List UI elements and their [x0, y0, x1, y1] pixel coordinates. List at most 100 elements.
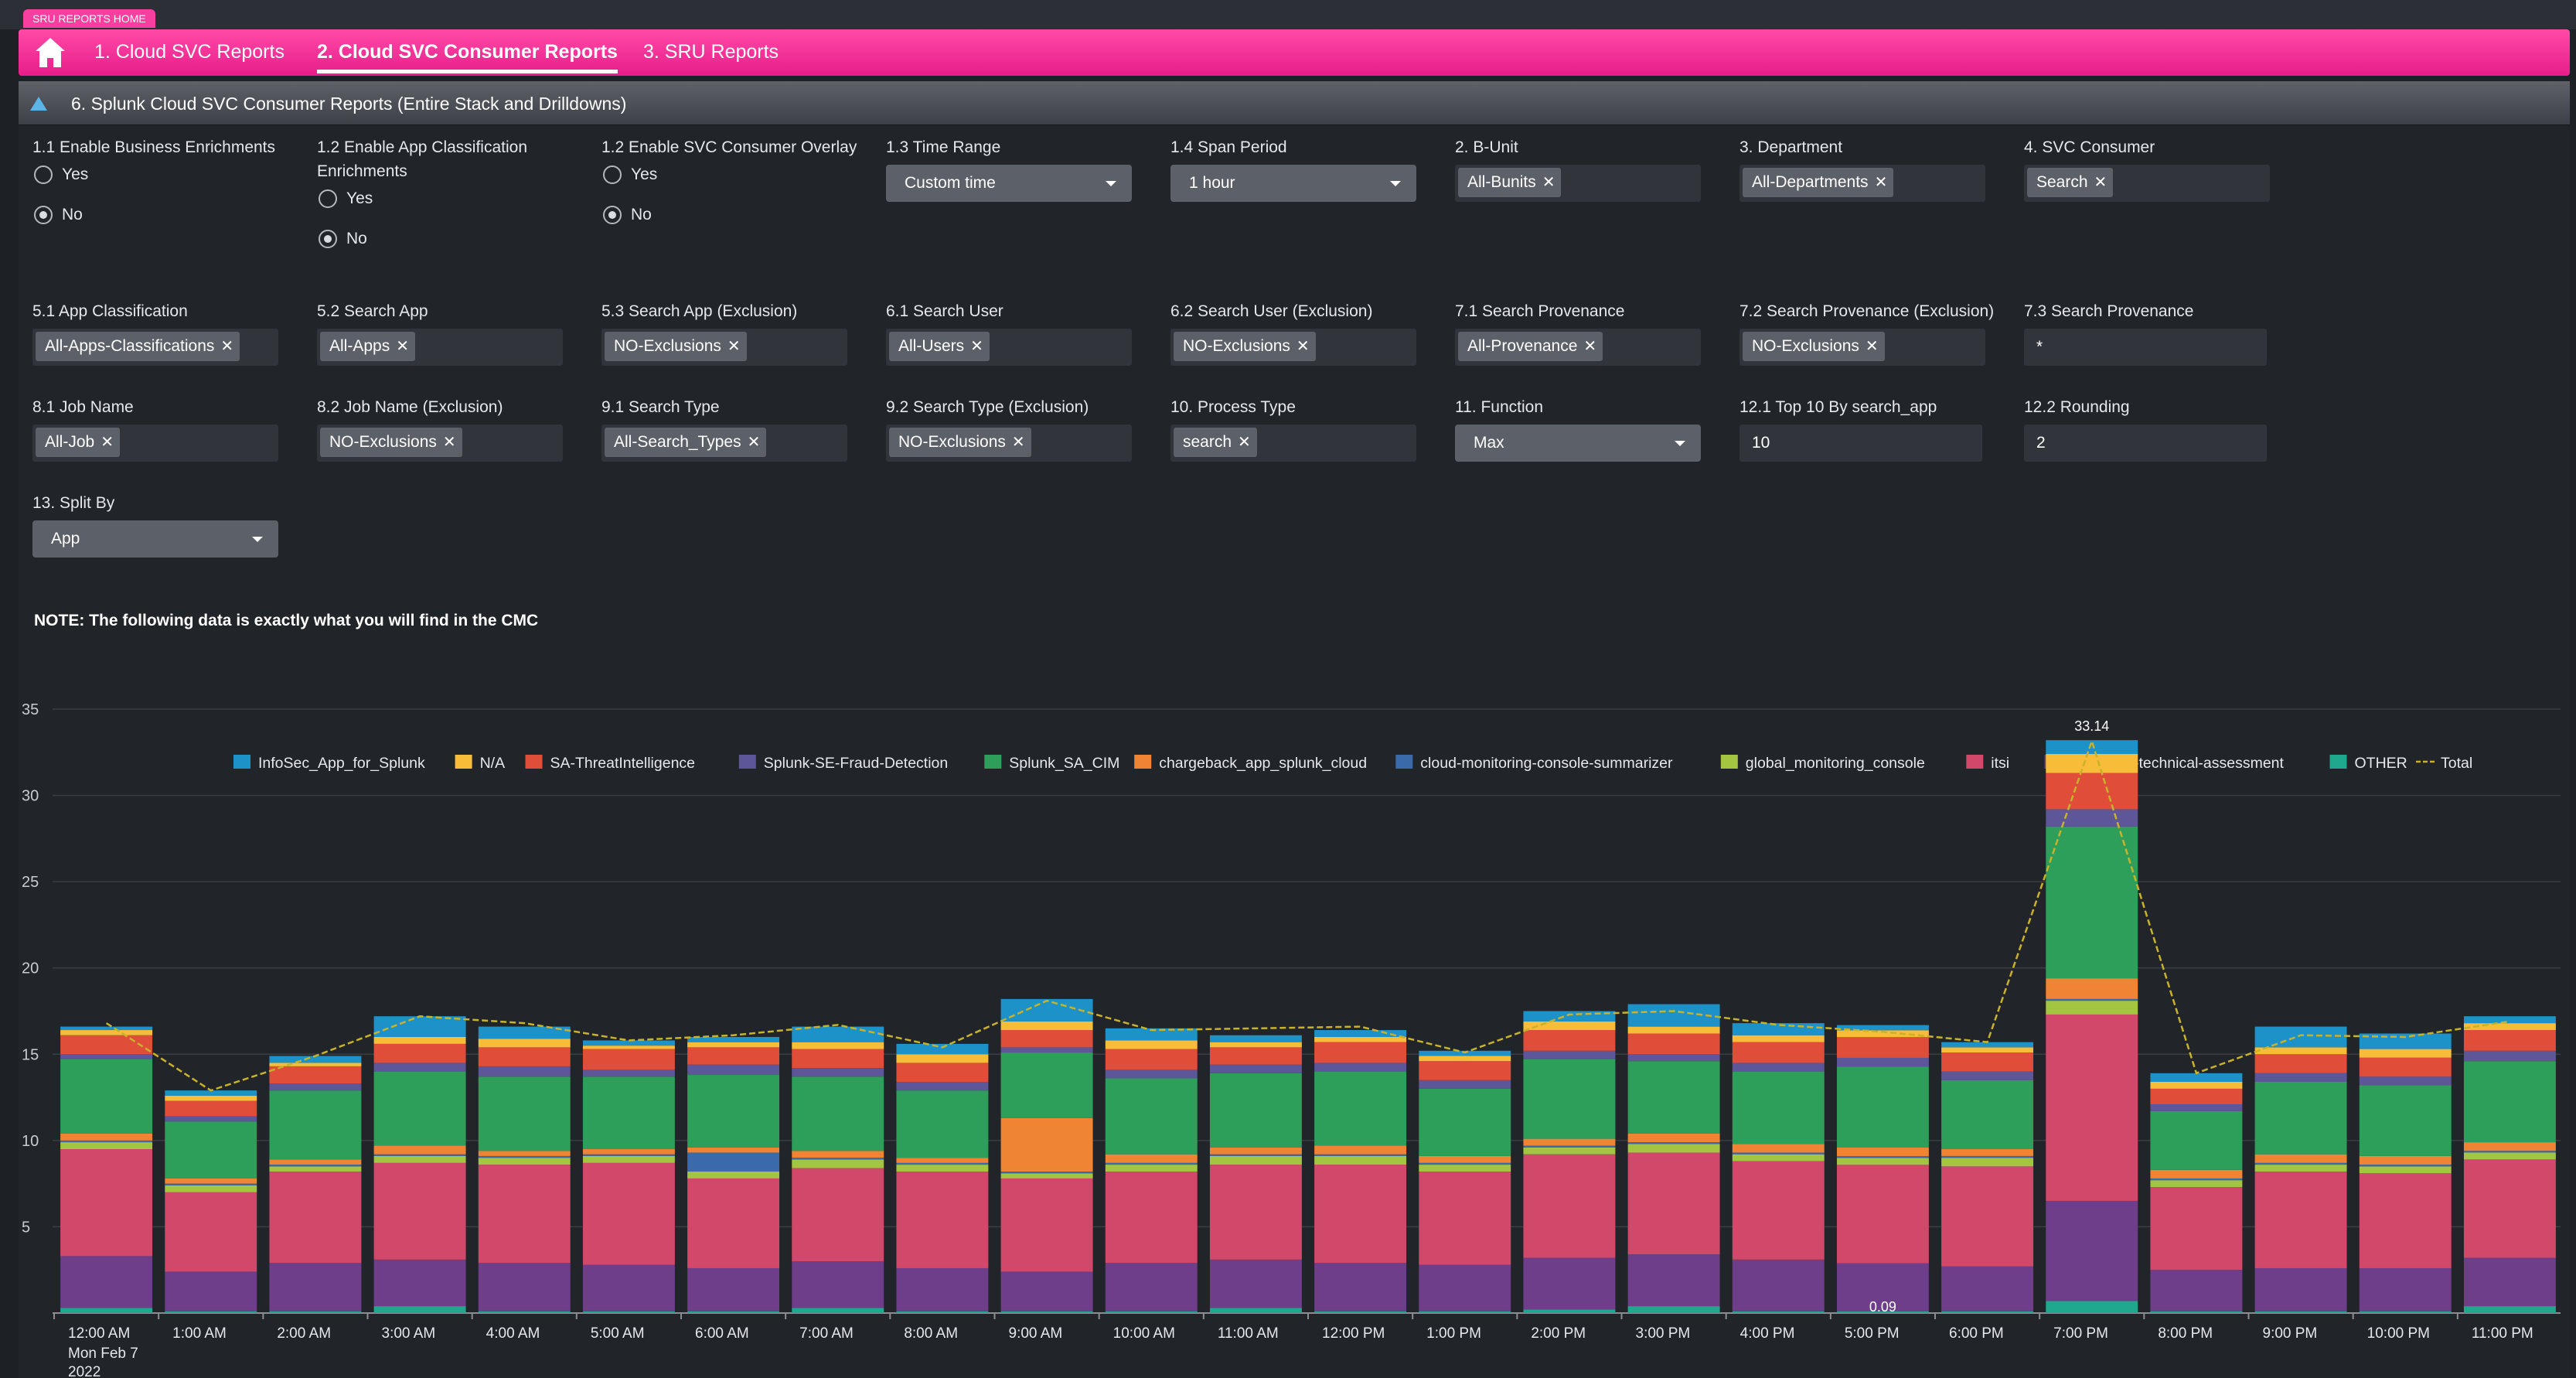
remove-icon[interactable]: ✕: [2094, 174, 2107, 191]
search-prov-excl-label: 7.2 Search Provenance (Exclusion): [1739, 302, 1995, 320]
b-unit-multiselect[interactable]: All-Bunits ✕: [1455, 165, 1701, 202]
remove-icon[interactable]: ✕: [1542, 174, 1555, 191]
bar-segment: [1209, 1147, 1302, 1155]
process-type-chip[interactable]: search ✕: [1174, 428, 1257, 457]
job-name-chip[interactable]: All-Job ✕: [36, 428, 120, 457]
remove-icon[interactable]: ✕: [442, 434, 456, 451]
search-app-excl-field: 5.3 Search App (Exclusion) NO-Exclusions…: [601, 299, 864, 366]
bar-segment: [373, 1259, 466, 1307]
tab-sru-reports[interactable]: 3. SRU Reports: [643, 41, 779, 63]
remove-icon[interactable]: ✕: [1583, 338, 1597, 355]
svc-overlay-yes-radio[interactable]: Yes: [601, 162, 864, 187]
search-user-field: 6.1 Search User All-Users ✕: [886, 299, 1149, 366]
bar-segment: [478, 1165, 571, 1264]
x-tick-label: 1:00 AM: [172, 1325, 227, 1342]
chip-label: NO-Exclusions: [1752, 337, 1859, 355]
remove-icon[interactable]: ✕: [1238, 434, 1251, 451]
bar-segment: [2463, 1061, 2556, 1143]
bar-segment: [792, 1308, 884, 1313]
bar-segment: [896, 1158, 989, 1163]
home-tag[interactable]: SRU REPORTS HOME: [23, 9, 155, 28]
rounding-input[interactable]: 2: [2024, 425, 2267, 462]
y-tick-label: 10: [22, 1133, 39, 1150]
job-name-excl-multiselect[interactable]: NO-Exclusions ✕: [317, 425, 563, 462]
remove-icon[interactable]: ✕: [1296, 338, 1310, 355]
x-tick-label: 1:00 PM: [1426, 1325, 1481, 1342]
search-prov-text-input[interactable]: *: [2024, 329, 2267, 366]
collapse-triangle-icon[interactable]: [29, 95, 48, 112]
bar-segment: [2150, 1103, 2243, 1111]
app-enrich-label: 1.2 Enable App Classification Enrichment…: [317, 138, 528, 180]
home-icon[interactable]: [32, 36, 68, 70]
app-class-chip[interactable]: All-Apps-Classifications ✕: [36, 332, 240, 361]
top10-input[interactable]: 10: [1739, 425, 1982, 462]
panel-header[interactable]: 6. Splunk Cloud SVC Consumer Reports (En…: [19, 81, 2570, 125]
search-type-multiselect[interactable]: All-Search_Types ✕: [601, 425, 847, 462]
remove-icon[interactable]: ✕: [970, 338, 983, 355]
remove-icon[interactable]: ✕: [1011, 434, 1025, 451]
process-type-multiselect[interactable]: search ✕: [1170, 425, 1416, 462]
search-user-excl-multiselect[interactable]: NO-Exclusions ✕: [1170, 329, 1416, 366]
time-range-dropdown[interactable]: Custom time: [886, 165, 1132, 202]
search-user-chip[interactable]: All-Users ✕: [889, 332, 990, 361]
bar-segment: [2359, 1076, 2452, 1086]
x-tick-label: 6:00 PM: [1949, 1325, 2004, 1342]
search-app-excl-multiselect[interactable]: NO-Exclusions ✕: [601, 329, 847, 366]
biz-enrich-no-radio[interactable]: No: [32, 203, 295, 227]
svc-consumer-multiselect[interactable]: Search ✕: [2024, 165, 2270, 202]
bar-segment: [1523, 1147, 1616, 1155]
remove-icon[interactable]: ✕: [747, 434, 761, 451]
search-app-excl-chip[interactable]: NO-Exclusions ✕: [605, 332, 747, 361]
remove-icon[interactable]: ✕: [220, 338, 234, 355]
search-prov-excl-multiselect[interactable]: NO-Exclusions ✕: [1739, 329, 1985, 366]
legend-swatch: [455, 755, 472, 769]
remove-icon[interactable]: ✕: [396, 338, 409, 355]
department-multiselect[interactable]: All-Departments ✕: [1739, 165, 1985, 202]
search-prov-chip[interactable]: All-Provenance ✕: [1458, 332, 1603, 361]
bar-segment: [1419, 1311, 1511, 1313]
tab-cloud-svc-consumer-reports[interactable]: 2. Cloud SVC Consumer Reports: [317, 29, 618, 76]
tab-cloud-svc-reports[interactable]: 1. Cloud SVC Reports: [94, 41, 285, 63]
span-period-dropdown[interactable]: 1 hour: [1170, 165, 1416, 202]
bar-segment: [1836, 1030, 1929, 1038]
search-prov-excl-chip[interactable]: NO-Exclusions ✕: [1743, 332, 1885, 361]
search-app-multiselect[interactable]: All-Apps ✕: [317, 329, 563, 366]
time-range-label: 1.3 Time Range: [886, 138, 1001, 156]
b-unit-chip[interactable]: All-Bunits ✕: [1458, 168, 1562, 197]
bar-segment: [792, 1068, 884, 1077]
job-name-multiselect[interactable]: All-Job ✕: [32, 425, 278, 462]
svc-consumer-chip[interactable]: Search ✕: [2027, 168, 2114, 197]
remove-icon[interactable]: ✕: [1865, 338, 1879, 355]
svc-overlay-no-radio[interactable]: No: [601, 203, 864, 227]
app-class-multiselect[interactable]: All-Apps-Classifications ✕: [32, 329, 278, 366]
job-name-excl-chip[interactable]: NO-Exclusions ✕: [320, 428, 462, 457]
split-by-dropdown[interactable]: App: [32, 520, 278, 558]
search-app-chip[interactable]: All-Apps ✕: [320, 332, 415, 361]
search-type-chip[interactable]: All-Search_Types ✕: [605, 428, 767, 457]
search-user-excl-chip[interactable]: NO-Exclusions ✕: [1174, 332, 1316, 361]
function-dropdown[interactable]: Max: [1455, 425, 1701, 462]
remove-icon[interactable]: ✕: [101, 434, 114, 451]
b-unit-label: 2. B-Unit: [1455, 138, 1518, 156]
legend-label: OTHER: [2355, 755, 2407, 772]
bar-segment: [2046, 998, 2138, 1001]
x-tick-label: 11:00 AM: [1218, 1325, 1279, 1342]
search-prov-multiselect[interactable]: All-Provenance ✕: [1455, 329, 1701, 366]
remove-icon[interactable]: ✕: [727, 338, 741, 355]
search-type-excl-chip[interactable]: NO-Exclusions ✕: [889, 428, 1031, 457]
bar-segment: [1523, 1257, 1616, 1310]
job-name-label: 8.1 Job Name: [32, 398, 134, 416]
biz-enrich-yes-radio[interactable]: Yes: [32, 162, 295, 187]
app-enrich-no-radio[interactable]: No: [317, 227, 549, 251]
bar-segment: [1627, 1061, 1720, 1134]
bar-segment: [1419, 1172, 1511, 1265]
app-enrich-yes-radio[interactable]: Yes: [317, 186, 549, 211]
bar-segment: [60, 1140, 153, 1143]
search-type-excl-multiselect[interactable]: NO-Exclusions ✕: [886, 425, 1132, 462]
department-chip[interactable]: All-Departments ✕: [1743, 168, 1894, 197]
bar-segment: [687, 1267, 780, 1311]
search-user-multiselect[interactable]: All-Users ✕: [886, 329, 1132, 366]
bar-segment: [1627, 1026, 1720, 1034]
remove-icon[interactable]: ✕: [1874, 174, 1888, 191]
bar-segment: [582, 1149, 675, 1155]
